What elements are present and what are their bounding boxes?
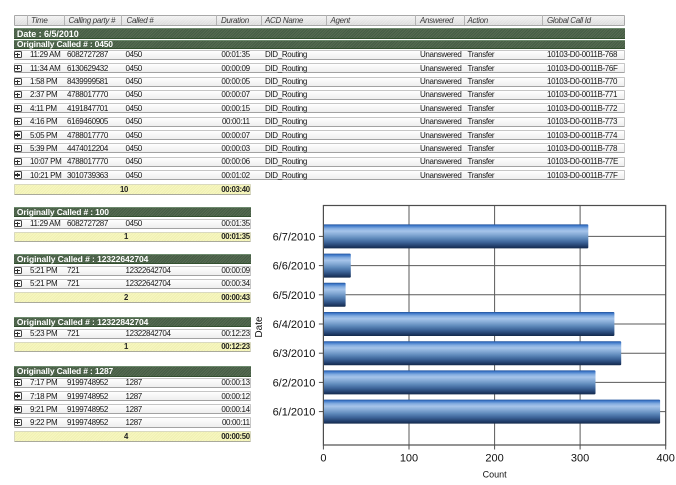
svg-text:6/2/2010: 6/2/2010 (273, 377, 316, 389)
svg-text:6/5/2010: 6/5/2010 (273, 290, 316, 302)
svg-text:0: 0 (320, 453, 326, 465)
svg-text:400: 400 (657, 453, 675, 465)
svg-text:6/1/2010: 6/1/2010 (273, 407, 316, 419)
svg-text:6/3/2010: 6/3/2010 (273, 348, 316, 360)
svg-text:6/7/2010: 6/7/2010 (273, 231, 316, 243)
svg-text:6/6/2010: 6/6/2010 (273, 261, 316, 273)
svg-text:Count: Count (483, 470, 508, 480)
svg-text:300: 300 (571, 453, 589, 465)
svg-text:Date: Date (254, 316, 265, 338)
svg-text:100: 100 (400, 453, 418, 465)
svg-text:6/4/2010: 6/4/2010 (273, 319, 316, 331)
svg-text:200: 200 (485, 453, 503, 465)
